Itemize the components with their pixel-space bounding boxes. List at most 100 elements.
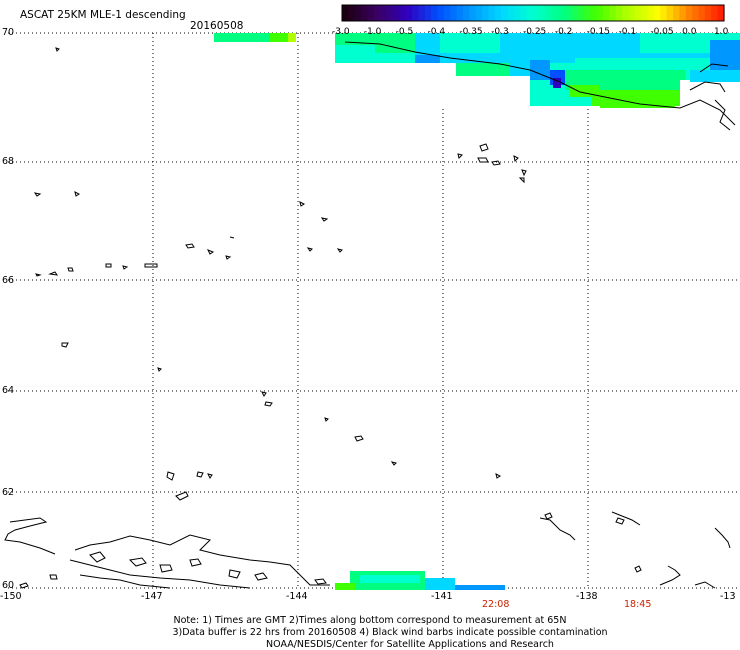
colorbar-swatch — [348, 5, 356, 21]
colorbar-swatch — [456, 5, 464, 21]
colorbar-swatch — [558, 5, 566, 21]
colorbar-swatch — [412, 5, 419, 21]
lon-label-138: -138 — [576, 591, 598, 602]
colorbar-swatch — [685, 5, 693, 21]
pass-time-1: 22:08 — [482, 599, 510, 610]
colorbar-swatch — [386, 5, 394, 21]
colorbar-swatch — [380, 5, 388, 21]
colorbar-swatch — [533, 5, 540, 21]
note-line-1: Note: 1) Times are GMT 2)Times along bot… — [173, 615, 567, 626]
lat-label-64: 64 — [2, 385, 15, 396]
colorbar-swatch — [520, 5, 528, 21]
colorbar-swatch — [590, 5, 598, 21]
colorbar-tick-label: -0.25 — [523, 27, 547, 37]
note-line-3: NOAA/NESDIS/Center for Satellite Applica… — [266, 639, 554, 650]
lon-label-135: -13 — [720, 591, 736, 602]
colorbar-swatch — [609, 5, 617, 21]
colorbar-swatch — [698, 5, 706, 21]
colorbar-tick-label: -0.5 — [395, 27, 414, 37]
colorbar-swatch — [513, 5, 521, 21]
colorbar-swatch — [373, 5, 381, 21]
colorbar-tick-label: -0.15 — [586, 27, 610, 37]
lat-label-66: 66 — [2, 275, 15, 286]
swath-top-right — [335, 33, 740, 108]
colorbar-tick-label: -0.1 — [618, 27, 637, 37]
colorbar-swatch — [647, 5, 655, 21]
colorbar-swatch — [653, 5, 661, 21]
colorbar-swatch — [641, 5, 649, 21]
colorbar-swatch — [501, 5, 509, 21]
lat-label-62: 62 — [2, 487, 15, 498]
colorbar-swatch — [361, 5, 369, 21]
colorbar-tick-label: -0.05 — [650, 27, 674, 37]
lat-label-60: 60 — [2, 580, 15, 591]
colorbar-swatch — [405, 5, 413, 21]
colorbar-swatch — [367, 5, 375, 21]
colorbar-swatch — [717, 5, 725, 21]
colorbar-swatch — [437, 5, 445, 21]
colorbar-swatch — [399, 5, 407, 21]
colorbar-swatch — [462, 5, 470, 21]
colorbar-tick-label: -0.4 — [427, 27, 446, 37]
colorbar-swatch — [679, 5, 687, 21]
colorbar-swatch — [418, 5, 426, 21]
colorbar-swatch — [666, 5, 674, 21]
colorbar-swatch — [392, 5, 400, 21]
colorbar-swatch — [526, 5, 534, 21]
colorbar-swatch — [583, 5, 591, 21]
colorbar-swatch — [488, 5, 496, 21]
colorbar-swatch — [634, 5, 642, 21]
colorbar-swatch — [443, 5, 451, 21]
chart-date: 20160508 — [190, 20, 244, 32]
colorbar-swatch — [628, 5, 636, 21]
colorbar-tick-label: 0.0 — [682, 27, 697, 37]
coastlines — [4, 41, 736, 589]
colorbar-tick-label: -0.35 — [459, 27, 483, 37]
colorbar-swatch — [711, 5, 719, 21]
chart-title: ASCAT 25KM MLE-1 descending — [20, 9, 186, 21]
colorbar-swatch — [342, 5, 349, 21]
colorbar-swatch — [577, 5, 585, 21]
colorbar-swatch — [615, 5, 623, 21]
colorbar-swatch — [469, 5, 477, 21]
colorbar-swatch — [482, 5, 490, 21]
lat-label-68: 68 — [2, 156, 15, 167]
colorbar-tick-label: 1.0 — [714, 27, 729, 37]
lat-label-70: 70 — [2, 27, 15, 38]
colorbar-swatch — [539, 5, 547, 21]
colorbar-tick-label: -3.0 — [332, 27, 350, 37]
colorbar-swatch — [450, 5, 458, 21]
colorbar-swatch — [494, 5, 502, 21]
colorbar-swatch — [571, 5, 579, 21]
colorbar-swatch — [596, 5, 604, 21]
colorbar-tick-label: -1.0 — [363, 27, 382, 37]
colorbar-swatch — [564, 5, 572, 21]
lon-label-150: -150 — [0, 591, 22, 602]
colorbar-swatch — [507, 5, 515, 21]
colorbar-swatch — [622, 5, 630, 21]
colorbar-swatch — [431, 5, 439, 21]
colorbar-tick-label: -0.3 — [491, 27, 509, 37]
colorbar-swatch — [424, 5, 432, 21]
pass-time-2: 18:45 — [624, 599, 652, 610]
colorbar-swatch — [660, 5, 668, 21]
colorbar-frame — [341, 4, 725, 22]
colorbar-swatch — [603, 5, 610, 21]
colorbar-swatch — [552, 5, 560, 21]
colorbar-swatch — [692, 5, 700, 21]
graticule — [8, 32, 740, 589]
colorbar-swatch — [545, 5, 553, 21]
colorbar-tick-label: -0.2 — [554, 27, 573, 37]
colorbar-swatch — [475, 5, 483, 21]
lon-label-144: -144 — [286, 591, 308, 602]
colorbar — [341, 4, 725, 22]
lon-label-147: -147 — [141, 591, 163, 602]
swath-bottom — [335, 571, 505, 590]
colorbar-swatch — [673, 5, 681, 21]
lon-label-141: -141 — [431, 591, 453, 602]
note-line-2: 3)Data buffer is 22 hrs from 20160508 4)… — [172, 627, 608, 638]
colorbar-swatch — [354, 5, 362, 21]
swath-top-small — [214, 33, 296, 42]
colorbar-swatch — [704, 5, 712, 21]
